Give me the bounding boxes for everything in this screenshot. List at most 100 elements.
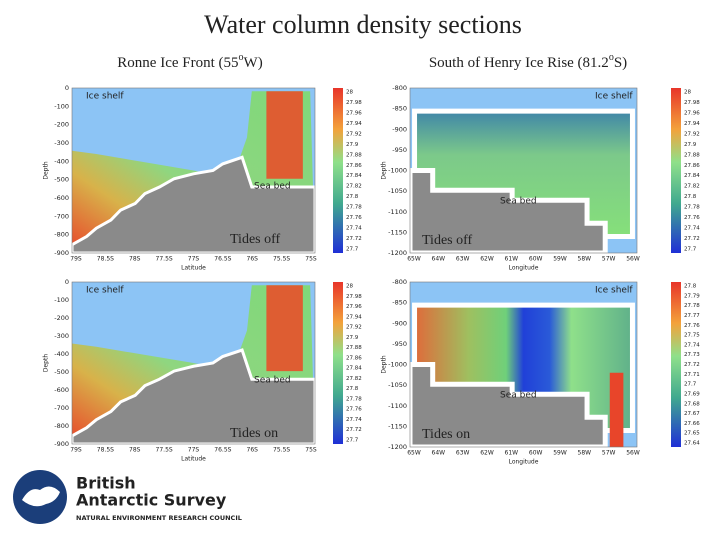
y-tick-label: -300 bbox=[54, 139, 69, 147]
y-tick-label: -900 bbox=[54, 249, 69, 257]
colorbar-label: 27.78 bbox=[684, 205, 700, 211]
slide-title: Water column density sections bbox=[204, 10, 522, 39]
x-tick-label: 60W bbox=[529, 256, 543, 263]
logo-text: British bbox=[76, 474, 136, 493]
x-tick-label: 57W bbox=[602, 450, 616, 457]
y-tick-label: -200 bbox=[54, 314, 69, 322]
colorbar-label: 27.65 bbox=[684, 431, 700, 437]
colorbar-label: 27.74 bbox=[346, 226, 362, 232]
y-tick-label: -1050 bbox=[388, 187, 407, 195]
tides-label: Tides off bbox=[422, 233, 473, 248]
plot-frame bbox=[409, 281, 638, 448]
colorbar-label: 27.82 bbox=[346, 184, 362, 190]
colorbar bbox=[333, 282, 343, 444]
x-tick-label: 77.5S bbox=[156, 256, 173, 263]
colorbar-label: 27.78 bbox=[684, 303, 700, 309]
heading-part: W) bbox=[244, 55, 263, 71]
colorbar-label: 27.98 bbox=[346, 100, 362, 106]
colorbar-label: 27.78 bbox=[346, 205, 362, 211]
x-tick-label: 78S bbox=[129, 256, 141, 263]
colorbar-label: 27.79 bbox=[684, 293, 700, 299]
tides-label: Tides on bbox=[230, 426, 278, 441]
colorbar-label: 27.8 bbox=[684, 284, 697, 290]
colorbar-label: 27.71 bbox=[684, 372, 700, 378]
logo-text: NATURAL ENVIRONMENT RESEARCH COUNCIL bbox=[76, 514, 242, 522]
x-tick-label: 75.5S bbox=[273, 447, 290, 454]
y-tick-label: -1200 bbox=[388, 249, 407, 257]
colorbar-label: 27.86 bbox=[684, 163, 700, 169]
colorbar-label: 27.88 bbox=[346, 152, 362, 158]
heading-part: South of Henry Ice Rise (81.2 bbox=[429, 55, 609, 71]
region bbox=[70, 155, 317, 255]
colorbar-label: 27.76 bbox=[684, 323, 700, 329]
tides-label: Tides on bbox=[422, 427, 470, 442]
colorbar-label: 27.84 bbox=[346, 366, 362, 372]
colorbar-label: 27.86 bbox=[346, 355, 362, 361]
y-tick-label: -1150 bbox=[388, 422, 407, 430]
region bbox=[407, 362, 608, 450]
x-tick-label: 59W bbox=[553, 256, 567, 263]
colorbar-label: 27.9 bbox=[346, 142, 359, 148]
colorbar-label: 27.92 bbox=[346, 131, 362, 137]
y-tick-label: -900 bbox=[54, 440, 69, 448]
x-tick-label: 56W bbox=[626, 256, 640, 263]
x-tick-label: 77S bbox=[188, 256, 200, 263]
colorbar-label: 27.76 bbox=[346, 407, 362, 413]
colorbar-label: 27.73 bbox=[684, 352, 700, 358]
region bbox=[609, 372, 624, 447]
ice-shelf-label: Ice shelf bbox=[86, 92, 124, 102]
y-tick-label: -600 bbox=[54, 194, 69, 202]
colorbar-label: 27.9 bbox=[346, 335, 359, 341]
x-tick-label: 61W bbox=[505, 450, 519, 457]
colorbar bbox=[671, 88, 681, 253]
x-axis-label: Latitude bbox=[181, 265, 206, 272]
y-tick-label: -1000 bbox=[388, 167, 407, 175]
x-axis-label: Longitude bbox=[509, 265, 539, 272]
y-tick-label: -500 bbox=[54, 368, 69, 376]
colorbar-label: 27.7 bbox=[346, 247, 359, 253]
x-tick-label: 57W bbox=[602, 256, 616, 263]
x-tick-label: 75.5S bbox=[273, 256, 290, 263]
y-tick-label: -800 bbox=[392, 278, 407, 286]
colorbar-label: 27.64 bbox=[684, 441, 700, 447]
colorbar-label: 27.72 bbox=[684, 236, 700, 242]
x-tick-label: 77S bbox=[188, 447, 200, 454]
y-tick-label: -700 bbox=[54, 404, 69, 412]
y-tick-label: -900 bbox=[392, 125, 407, 133]
x-tick-label: 56W bbox=[626, 450, 640, 457]
colorbar-label: 27.77 bbox=[684, 313, 700, 319]
colorbar-label: 28 bbox=[684, 90, 691, 96]
colorbar-label: 27.84 bbox=[684, 173, 700, 179]
x-tick-label: 76S bbox=[247, 256, 259, 263]
colorbar-label: 27.96 bbox=[346, 304, 362, 310]
ice-shelf-label: Ice shelf bbox=[86, 286, 124, 296]
region bbox=[266, 91, 303, 179]
colorbar-label: 27.7 bbox=[684, 247, 697, 253]
column-heading: South of Henry Ice Rise (81.2oS) bbox=[429, 52, 627, 71]
y-axis-label: Depth bbox=[381, 355, 388, 373]
colorbar-label: 27.69 bbox=[684, 391, 700, 397]
y-tick-label: -850 bbox=[392, 299, 407, 307]
x-tick-label: 78.5S bbox=[97, 447, 114, 454]
y-tick-label: -1050 bbox=[388, 381, 407, 389]
x-tick-label: 78S bbox=[129, 447, 141, 454]
y-tick-label: -900 bbox=[392, 319, 407, 327]
plot-frame bbox=[71, 87, 316, 254]
x-tick-label: 76.5S bbox=[214, 256, 231, 263]
colorbar-label: 27.78 bbox=[346, 396, 362, 402]
y-tick-label: -950 bbox=[392, 146, 407, 154]
colorbar-label: 27.74 bbox=[684, 226, 700, 232]
y-tick-label: -800 bbox=[392, 84, 407, 92]
colorbar-label: 27.92 bbox=[346, 325, 362, 331]
colorbar-label: 27.76 bbox=[684, 215, 700, 221]
x-tick-label: 58W bbox=[578, 450, 592, 457]
colorbar-label: 27.92 bbox=[684, 131, 700, 137]
x-tick-label: 62W bbox=[480, 450, 494, 457]
colorbar-label: 27.67 bbox=[684, 411, 700, 417]
plot-panel: Ice shelf Sea bed Tides on -800 -850 -900 -950… bbox=[381, 278, 701, 466]
region bbox=[70, 348, 317, 446]
heading-part: o bbox=[609, 52, 614, 63]
y-axis-label: Depth bbox=[381, 161, 388, 179]
colorbar-label: 27.82 bbox=[346, 376, 362, 382]
x-tick-label: 60W bbox=[529, 450, 543, 457]
